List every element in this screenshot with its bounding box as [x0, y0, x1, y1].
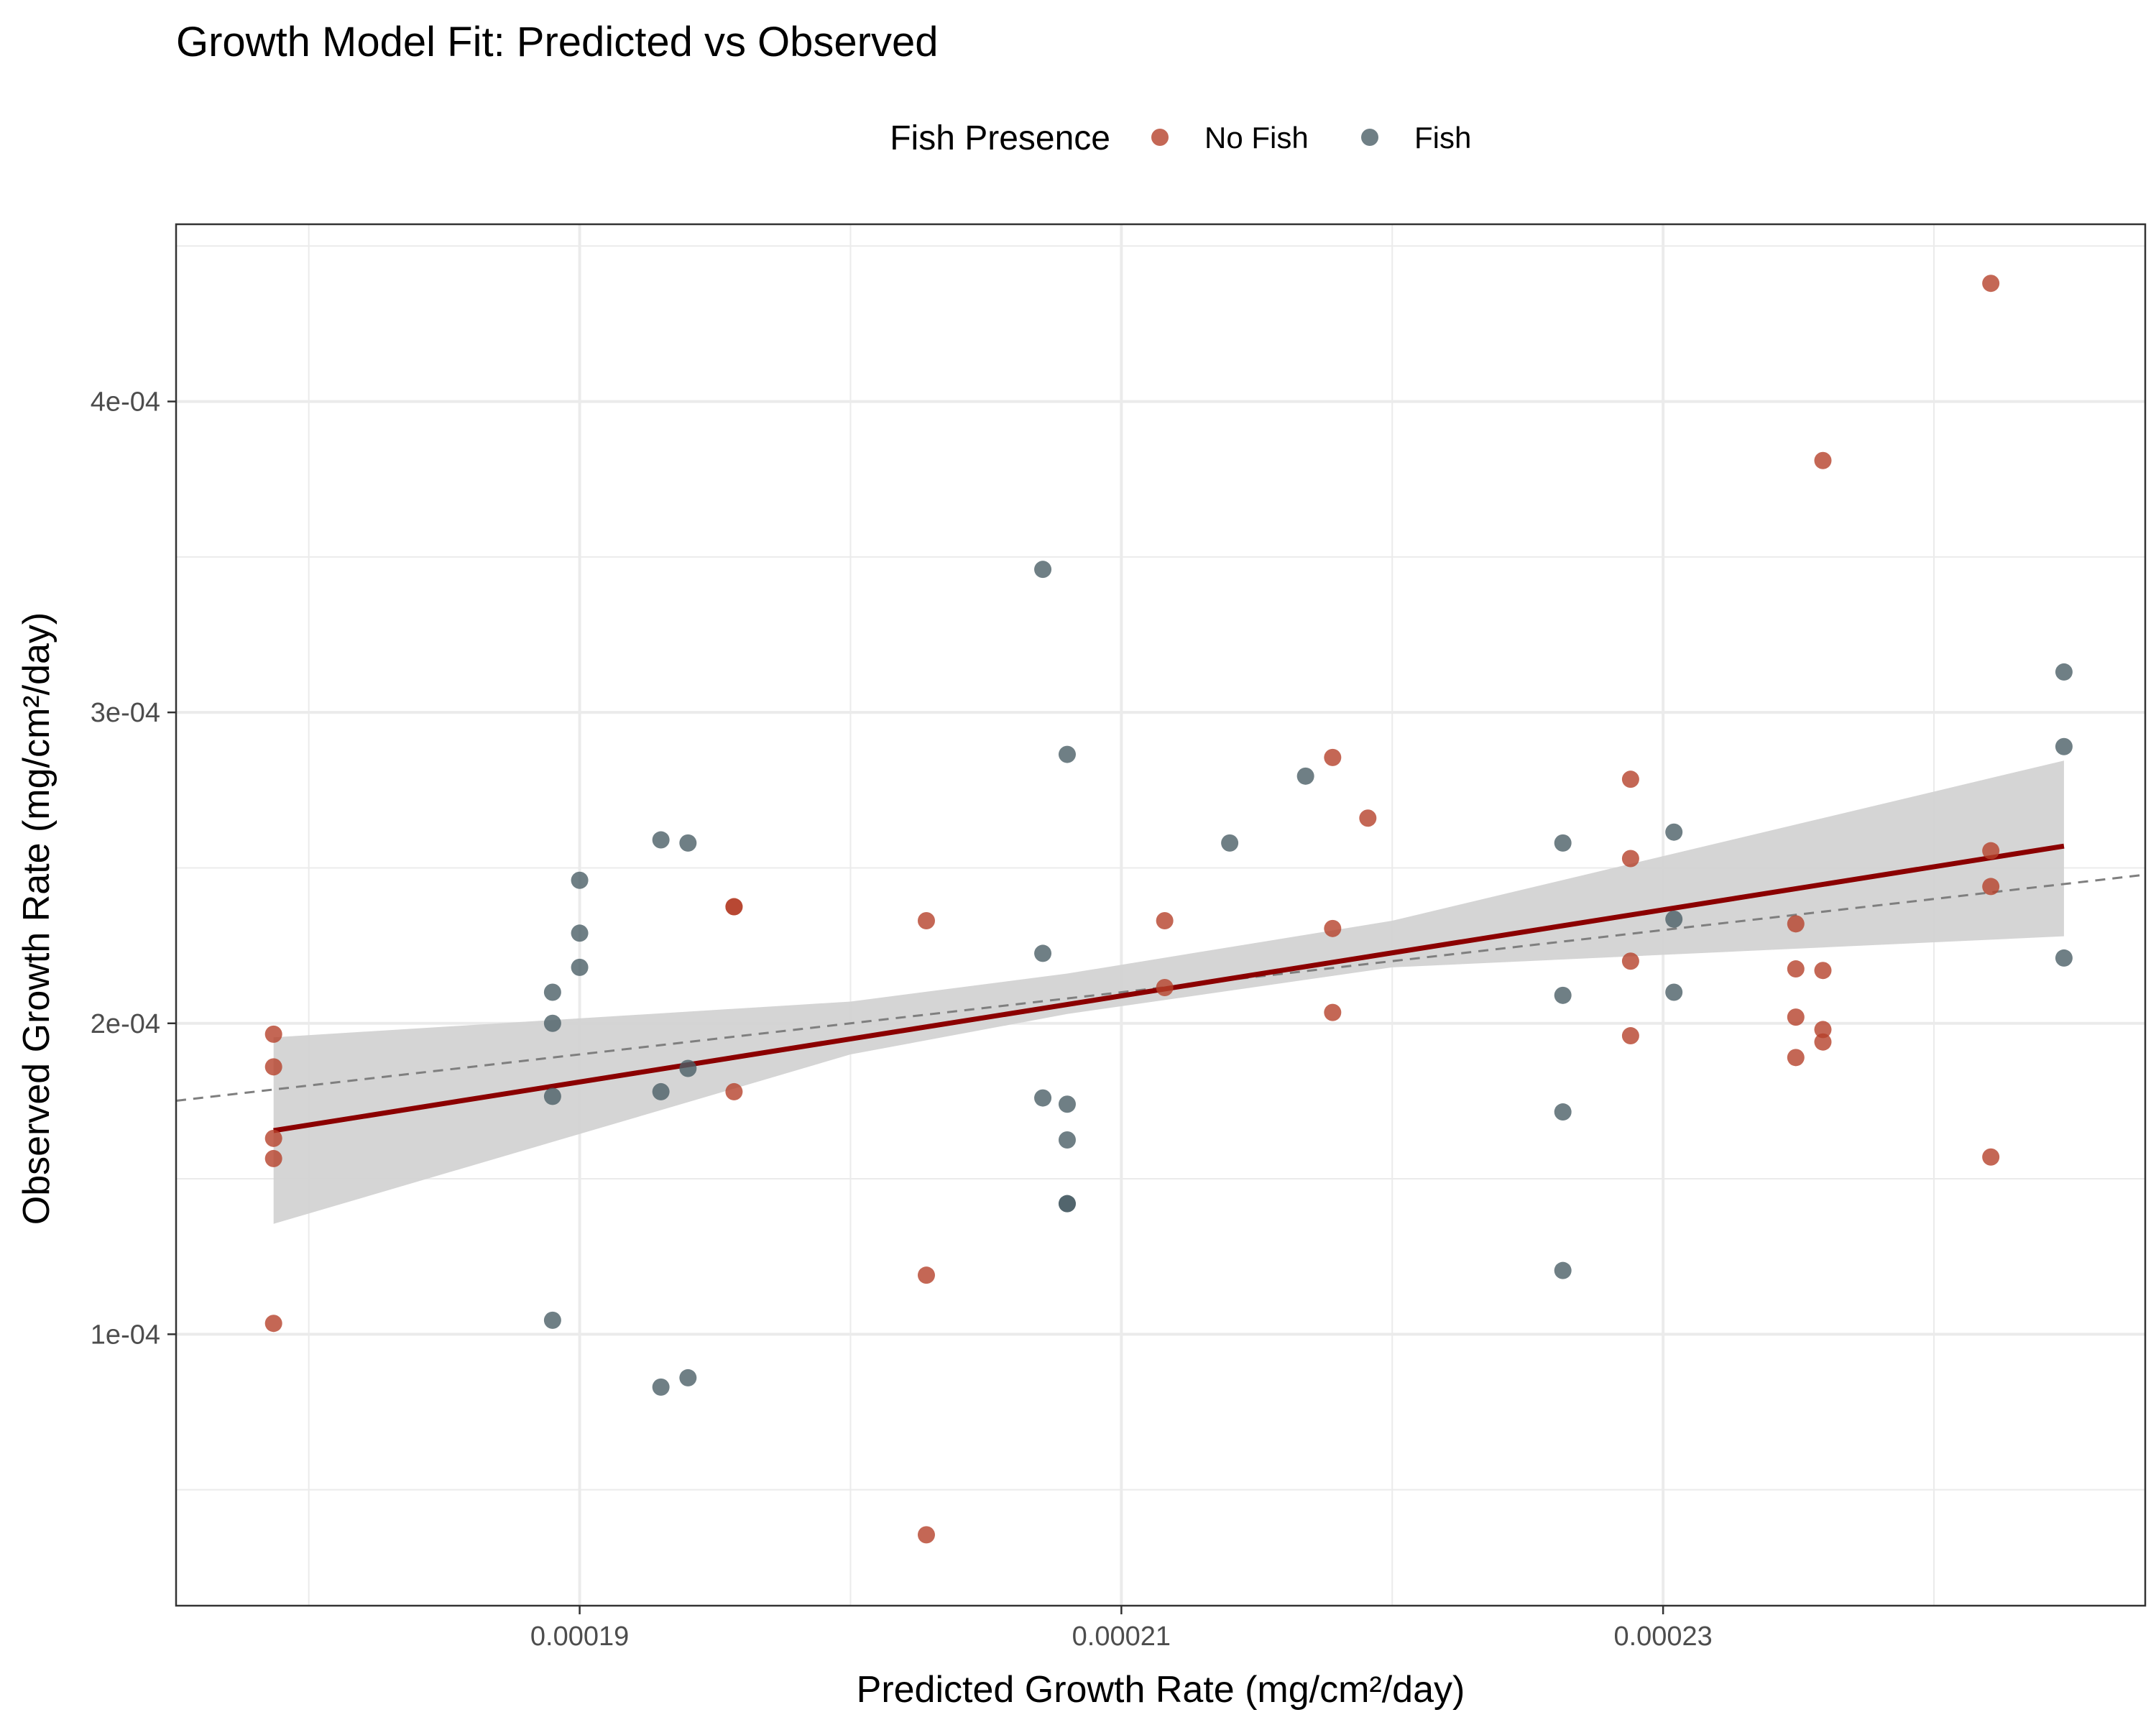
point-fish	[1665, 823, 1683, 841]
point-no-fish	[264, 1149, 282, 1167]
point-fish	[652, 831, 670, 849]
legend-title: Fish Presence	[890, 119, 1110, 157]
point-fish	[1058, 1095, 1076, 1113]
point-fish	[679, 1368, 697, 1386]
point-fish	[1554, 1103, 1572, 1121]
point-fish	[679, 1059, 697, 1077]
y-tick-label: 3e-04	[91, 698, 160, 728]
point-no-fish	[1787, 960, 1805, 978]
point-fish	[1058, 1131, 1076, 1149]
point-no-fish	[1621, 1027, 1639, 1045]
point-fish	[543, 983, 561, 1001]
point-fish	[1058, 1195, 1076, 1213]
point-no-fish	[264, 1315, 282, 1333]
x-tick-label: 0.00023	[1613, 1622, 1712, 1652]
x-axis-title: Predicted Growth Rate (mg/cm²/day)	[857, 1669, 1465, 1711]
x-tick-label: 0.00019	[530, 1622, 629, 1652]
point-no-fish	[1621, 770, 1639, 788]
point-no-fish	[1621, 850, 1639, 868]
legend: Fish Presence No Fish Fish	[890, 119, 1471, 157]
chart-title: Growth Model Fit: Predicted vs Observed	[176, 19, 939, 65]
point-fish	[543, 1014, 561, 1032]
point-fish	[1665, 983, 1683, 1001]
point-no-fish	[1787, 915, 1805, 933]
point-fish	[1296, 767, 1314, 785]
point-no-fish	[1324, 919, 1342, 937]
point-fish	[571, 871, 589, 889]
point-no-fish	[1359, 809, 1377, 827]
point-no-fish	[1814, 451, 1832, 469]
legend-key-no-fish	[1151, 129, 1169, 146]
point-no-fish	[917, 1526, 935, 1544]
y-axis-title: Observed Growth Rate (mg/cm²/day)	[16, 612, 57, 1225]
point-no-fish	[1621, 952, 1639, 970]
data-points	[264, 275, 2073, 1544]
legend-key-fish	[1361, 129, 1378, 146]
point-no-fish	[264, 1129, 282, 1147]
point-fish	[1034, 561, 1052, 579]
point-no-fish	[917, 1266, 935, 1284]
point-no-fish	[1156, 979, 1174, 997]
point-fish	[1554, 834, 1572, 852]
point-no-fish	[1787, 1049, 1805, 1067]
point-no-fish	[1324, 1003, 1342, 1021]
point-no-fish	[1982, 878, 2000, 896]
y-tick-label: 1e-04	[91, 1320, 160, 1350]
point-fish	[1554, 1261, 1572, 1279]
x-tick-label: 0.00021	[1072, 1622, 1171, 1652]
point-no-fish	[264, 1058, 282, 1076]
y-tick-label: 4e-04	[91, 387, 160, 418]
x-axis-ticks: 0.00019 0.00021 0.00023	[530, 1606, 1713, 1652]
point-fish	[679, 834, 697, 852]
point-fish	[1034, 944, 1052, 962]
point-fish	[1665, 910, 1683, 928]
point-fish	[2055, 949, 2073, 967]
point-fish	[652, 1082, 670, 1100]
point-fish	[571, 924, 589, 942]
y-axis-ticks: 1e-04 2e-04 3e-04 4e-04	[91, 387, 176, 1350]
legend-label-no-fish: No Fish	[1204, 121, 1309, 155]
point-no-fish	[725, 898, 743, 916]
legend-label-fish: Fish	[1414, 121, 1471, 155]
point-no-fish	[1324, 748, 1342, 766]
point-no-fish	[1156, 912, 1174, 930]
point-fish	[1554, 986, 1572, 1004]
point-no-fish	[1982, 275, 2000, 293]
point-no-fish	[1982, 1148, 2000, 1166]
point-fish	[571, 958, 589, 976]
point-no-fish	[1982, 842, 2000, 860]
point-no-fish	[1814, 962, 1832, 980]
point-fish	[1034, 1089, 1052, 1107]
point-no-fish	[1814, 1021, 1832, 1039]
point-fish	[652, 1378, 670, 1396]
point-fish	[2055, 663, 2073, 681]
point-no-fish	[264, 1025, 282, 1043]
point-no-fish	[1814, 1033, 1832, 1051]
y-tick-label: 2e-04	[91, 1009, 160, 1039]
point-fish	[1221, 834, 1239, 852]
point-fish	[543, 1311, 561, 1329]
point-fish	[543, 1087, 561, 1105]
point-fish	[1058, 745, 1076, 763]
point-fish	[2055, 737, 2073, 755]
point-no-fish	[917, 912, 935, 930]
point-no-fish	[725, 1082, 743, 1100]
plot-panel-border	[175, 223, 2147, 1607]
point-no-fish	[1787, 1008, 1805, 1026]
